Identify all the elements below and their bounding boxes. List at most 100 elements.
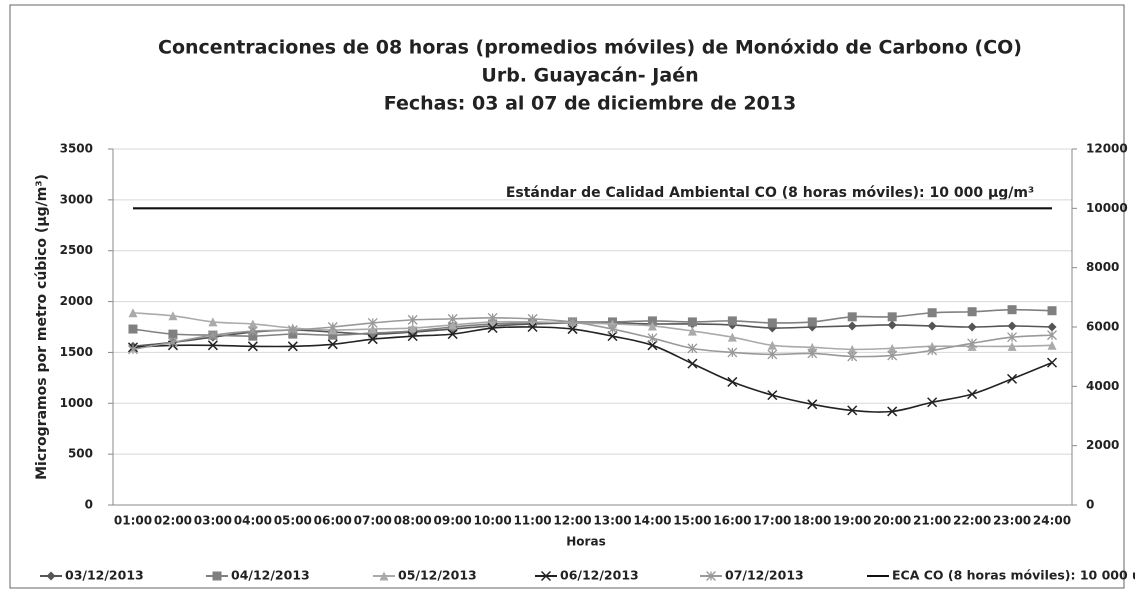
x-tick-label: 11:00 <box>513 514 551 528</box>
marker <box>847 312 857 322</box>
y-tick-label: 2500 <box>60 243 93 257</box>
x-tick-label: 01:00 <box>114 514 152 528</box>
marker <box>168 329 178 339</box>
marker <box>847 351 858 362</box>
y2-tick-label: 8000 <box>1086 260 1119 274</box>
marker <box>767 318 777 328</box>
y2-tick-label: 10000 <box>1086 201 1128 215</box>
marker <box>847 344 857 354</box>
y-axis-label: Microgramos por metro cúbico (µg/m³) <box>34 174 50 480</box>
marker <box>1047 340 1057 350</box>
legend-label: 07/12/2013 <box>725 568 804 583</box>
chart-title: Concentraciones de 08 horas (promedios m… <box>158 37 1022 59</box>
marker <box>367 334 378 345</box>
x-tick-label: 14:00 <box>633 514 671 528</box>
marker <box>1007 341 1017 351</box>
x-tick-label: 08:00 <box>394 514 432 528</box>
marker <box>647 321 657 331</box>
x-tick-label: 18:00 <box>793 514 831 528</box>
marker <box>207 330 218 341</box>
marker <box>168 311 178 321</box>
legend-label: 06/12/2013 <box>560 568 639 583</box>
marker <box>327 322 338 332</box>
chart-title: Urb. Guayacán- Jaén <box>481 65 698 87</box>
x-tick-label: 07:00 <box>354 514 392 528</box>
marker <box>128 308 138 318</box>
marker <box>727 347 738 358</box>
y-tick-label: 500 <box>68 447 93 461</box>
marker <box>327 339 338 350</box>
marker <box>527 313 538 324</box>
annotation: Estándar de Calidad Ambiental CO (8 hora… <box>506 185 1034 201</box>
marker <box>1007 373 1018 384</box>
x-tick-label: 24:00 <box>1033 514 1071 528</box>
marker <box>447 313 458 324</box>
marker <box>767 349 778 360</box>
marker <box>887 320 897 330</box>
marker <box>687 326 697 336</box>
marker <box>447 329 458 340</box>
marker <box>1007 321 1017 331</box>
marker <box>967 389 978 400</box>
marker <box>647 316 657 326</box>
marker <box>967 322 977 332</box>
marker <box>247 341 258 352</box>
marker <box>927 308 937 318</box>
marker <box>567 316 578 327</box>
marker <box>847 321 857 331</box>
marker <box>367 317 378 328</box>
series-line <box>132 317 1053 358</box>
marker <box>208 317 218 327</box>
marker <box>1047 322 1057 332</box>
y2-tick-label: 6000 <box>1086 320 1119 334</box>
marker <box>328 330 338 340</box>
x-tick-label: 04:00 <box>234 514 272 528</box>
x-tick-label: 21:00 <box>913 514 951 528</box>
marker <box>487 322 498 334</box>
marker <box>1047 330 1057 341</box>
marker <box>527 321 538 333</box>
marker <box>128 324 138 334</box>
x-tick-label: 22:00 <box>953 514 991 528</box>
marker <box>927 321 937 331</box>
marker <box>248 331 258 341</box>
marker <box>927 345 938 356</box>
marker <box>647 340 658 351</box>
marker <box>807 348 818 359</box>
marker <box>1047 306 1057 316</box>
marker <box>647 333 658 344</box>
x-tick-label: 16:00 <box>713 514 751 528</box>
marker <box>767 340 777 350</box>
marker <box>567 324 578 335</box>
marker <box>887 343 897 353</box>
marker <box>207 340 218 351</box>
marker <box>407 314 418 325</box>
x-tick-label: 13:00 <box>593 514 631 528</box>
y2-tick-label: 4000 <box>1086 379 1119 393</box>
marker <box>887 350 898 361</box>
marker <box>687 317 697 327</box>
marker <box>847 405 858 416</box>
marker <box>727 316 737 326</box>
x-tick-label: 05:00 <box>274 514 312 528</box>
marker <box>1046 357 1058 368</box>
y-tick-label: 1500 <box>60 345 93 359</box>
marker <box>807 399 818 410</box>
legend-label: ECA CO (8 horas móviles): 10 000 ug/m3 <box>892 568 1135 583</box>
legend-label: 05/12/2013 <box>398 568 477 583</box>
legend-label: 03/12/2013 <box>65 568 144 583</box>
marker <box>607 331 618 342</box>
marker <box>368 324 378 334</box>
marker <box>807 342 817 352</box>
legend-label: 04/12/2013 <box>231 568 310 583</box>
marker <box>967 338 978 349</box>
marker <box>46 571 56 581</box>
marker <box>287 325 298 336</box>
series-line <box>132 326 1053 413</box>
marker <box>687 343 698 354</box>
y2-tick-label: 12000 <box>1086 142 1128 156</box>
y-tick-label: 1000 <box>60 396 93 410</box>
marker <box>167 337 178 348</box>
marker <box>727 376 738 387</box>
